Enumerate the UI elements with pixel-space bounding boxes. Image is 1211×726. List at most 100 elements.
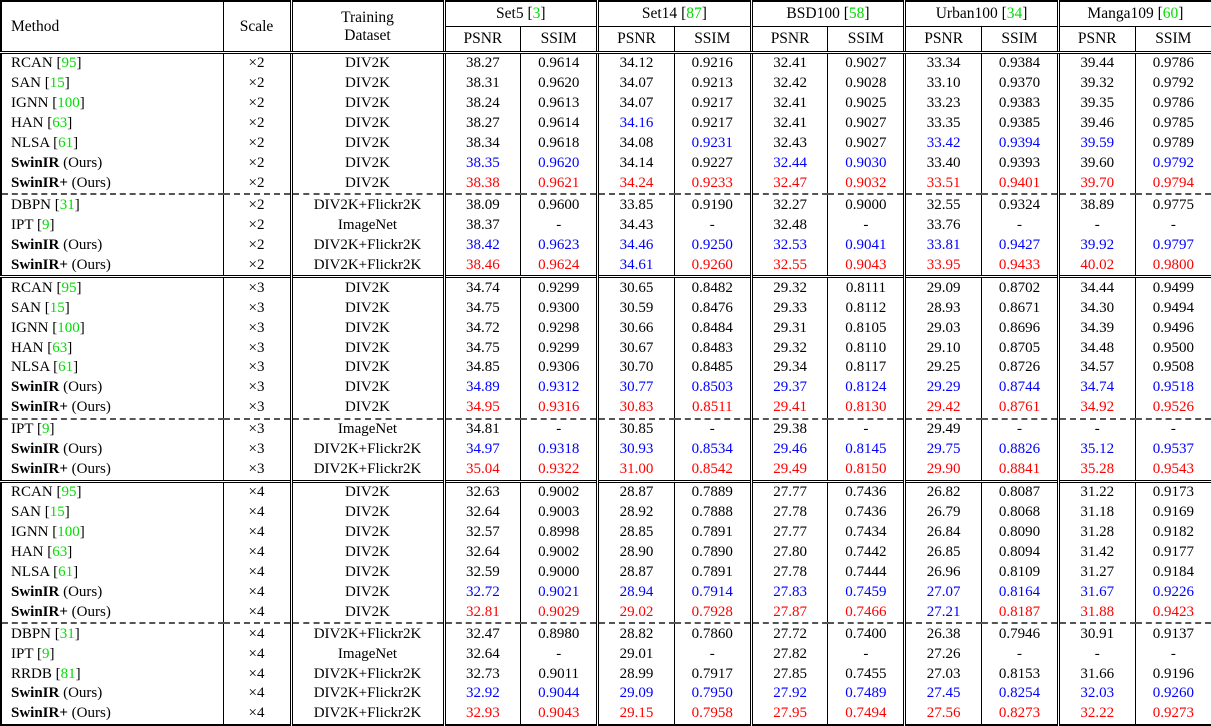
metric-header-ssim: SSIM xyxy=(981,26,1059,54)
metric-cell: 0.9231 xyxy=(673,133,752,154)
scale-cell: ×2 xyxy=(222,235,291,256)
metric-cell: 0.9496 xyxy=(1134,318,1211,339)
training-cell: DIV2K xyxy=(289,93,444,114)
citation-link[interactable]: 34 xyxy=(1006,5,1023,22)
metric-cell: 31.28 xyxy=(1056,522,1136,543)
metric-cell: 0.8130 xyxy=(827,397,905,419)
table-row: RCAN [95] ×2 DIV2K 38.27 0.9614 34.12 0.9216 32… xyxy=(1,52,1211,74)
metric-cell: 34.07 xyxy=(596,93,675,114)
citation-link[interactable]: 3 xyxy=(532,5,541,22)
citation-link[interactable]: 15 xyxy=(49,299,65,316)
metric-cell: 30.85 xyxy=(596,417,675,440)
method-cell: IGNN [100] xyxy=(11,319,85,336)
training-cell: ImageNet xyxy=(289,215,444,236)
metric-cell: 34.12 xyxy=(596,52,675,74)
citation-link[interactable]: 15 xyxy=(49,75,65,92)
method-name: IPT xyxy=(11,216,34,233)
citation-link[interactable]: 63 xyxy=(52,115,68,132)
metric-cell: 29.41 xyxy=(749,397,828,419)
method-cell: HAN [63] xyxy=(11,339,73,356)
citation-link[interactable]: 9 xyxy=(41,421,50,438)
method-cell: RCAN [95] xyxy=(1,479,223,503)
metric-cell: 32.43 xyxy=(749,133,828,154)
metric-cell: - xyxy=(827,644,905,665)
metric-cell: 0.9494 xyxy=(1134,298,1211,319)
metric-cell: - xyxy=(520,644,598,665)
metric-cell: 0.9182 xyxy=(1134,522,1211,543)
table-row: HAN [63] ×4 DIV2K 32.64 0.9002 28.90 0.7890 27.… xyxy=(1,542,1211,563)
citation-link[interactable]: 95 xyxy=(61,279,77,296)
method-suffix: (Ours) xyxy=(67,603,111,620)
citation-link[interactable]: 9 xyxy=(41,645,50,662)
scale-cell: ×2 xyxy=(222,93,291,114)
citation-link[interactable]: 87 xyxy=(686,5,702,22)
metric-cell: 0.8511 xyxy=(673,397,752,419)
citation-link[interactable]: 63 xyxy=(52,339,68,356)
metric-cell: 30.93 xyxy=(596,439,675,460)
table-row: SwinIR (Ours) ×2 DIV2K+Flickr2K 38.42 0.9623… xyxy=(1,235,1211,256)
metric-cell: 0.9011 xyxy=(520,664,598,684)
metric-cell: 29.46 xyxy=(749,439,828,460)
citation-link[interactable]: 9 xyxy=(41,216,50,233)
metric-cell: 0.7489 xyxy=(827,683,905,704)
method-name: HAN xyxy=(11,115,44,132)
metric-cell: 27.07 xyxy=(903,582,982,603)
method-suffix: (Ours) xyxy=(59,583,103,600)
metric-cell: 27.87 xyxy=(749,602,828,624)
method-suffix: (Ours) xyxy=(59,685,103,702)
citation-link[interactable]: 63 xyxy=(52,544,68,560)
metric-cell: 29.29 xyxy=(903,377,982,398)
citation-link[interactable]: 95 xyxy=(61,484,77,501)
citation-link[interactable]: 31 xyxy=(59,196,75,213)
citation-link[interactable]: 61 xyxy=(58,135,74,152)
metric-cell: 26.79 xyxy=(903,502,982,523)
citation-link[interactable]: 100 xyxy=(57,95,80,112)
metric-cell: 32.47 xyxy=(442,622,521,645)
metric-cell: 29.02 xyxy=(596,602,675,624)
benchmark-name: Set14 xyxy=(641,5,678,22)
benchmark-header: Manga109 [60] xyxy=(1056,1,1211,27)
table-row: DBPN [31] ×4 DIV2K+Flickr2K 32.47 0.8980 28.8… xyxy=(1,622,1211,645)
metric-cell: 40.02 xyxy=(1056,255,1136,277)
method-name: IGNN xyxy=(11,524,49,541)
metric-cell: 34.89 xyxy=(442,377,521,398)
citation-link[interactable]: 95 xyxy=(61,55,77,72)
metric-cell: 0.7455 xyxy=(827,664,905,684)
citation-link[interactable]: 100 xyxy=(57,319,80,336)
metric-cell: 0.8105 xyxy=(827,318,905,339)
table-row: RCAN [95] ×4 DIV2K 32.63 0.9002 28.87 0.7889 27… xyxy=(1,479,1211,503)
citation-link[interactable]: 60 xyxy=(1162,5,1179,22)
method-name: NLSA xyxy=(11,359,50,376)
metric-cell: 32.42 xyxy=(749,73,828,94)
citation-link[interactable]: 31 xyxy=(59,625,75,642)
metric-cell: 33.85 xyxy=(596,193,675,216)
metric-cell: 0.9190 xyxy=(673,193,752,216)
metric-cell: 0.7459 xyxy=(827,582,905,603)
metric-cell: 0.7950 xyxy=(673,683,752,704)
metric-cell: 0.8744 xyxy=(981,377,1059,398)
citation-link[interactable]: 61 xyxy=(58,359,74,376)
method-cell: IPT [9] xyxy=(1,417,223,440)
citation-link[interactable]: 81 xyxy=(60,665,76,682)
training-cell: DIV2K xyxy=(289,113,444,134)
metric-cell: 39.59 xyxy=(1056,133,1136,154)
method-name: NLSA xyxy=(11,135,50,152)
metric-cell: - xyxy=(1134,215,1211,236)
training-cell: ImageNet xyxy=(289,644,444,665)
scale-cell: ×4 xyxy=(222,562,291,583)
citation-link[interactable]: 61 xyxy=(58,563,74,580)
scale-cell: ×4 xyxy=(222,664,291,684)
training-cell: DIV2K xyxy=(289,522,444,543)
metric-cell: 28.93 xyxy=(903,298,982,319)
citation-link[interactable]: 58 xyxy=(848,5,865,22)
metric-cell: 0.9318 xyxy=(520,439,598,460)
citation-link[interactable]: 15 xyxy=(49,504,65,521)
metric-cell: 0.9786 xyxy=(1134,52,1211,74)
metric-cell: 27.26 xyxy=(903,644,982,665)
metric-cell: 0.9518 xyxy=(1134,377,1211,398)
citation-link[interactable]: 100 xyxy=(57,524,80,541)
metric-cell: 0.9044 xyxy=(520,683,598,704)
metric-cell: 0.9299 xyxy=(520,275,598,299)
metric-cell: 34.57 xyxy=(1056,358,1136,378)
method-cell: SwinIR+ (Ours) xyxy=(1,460,223,482)
